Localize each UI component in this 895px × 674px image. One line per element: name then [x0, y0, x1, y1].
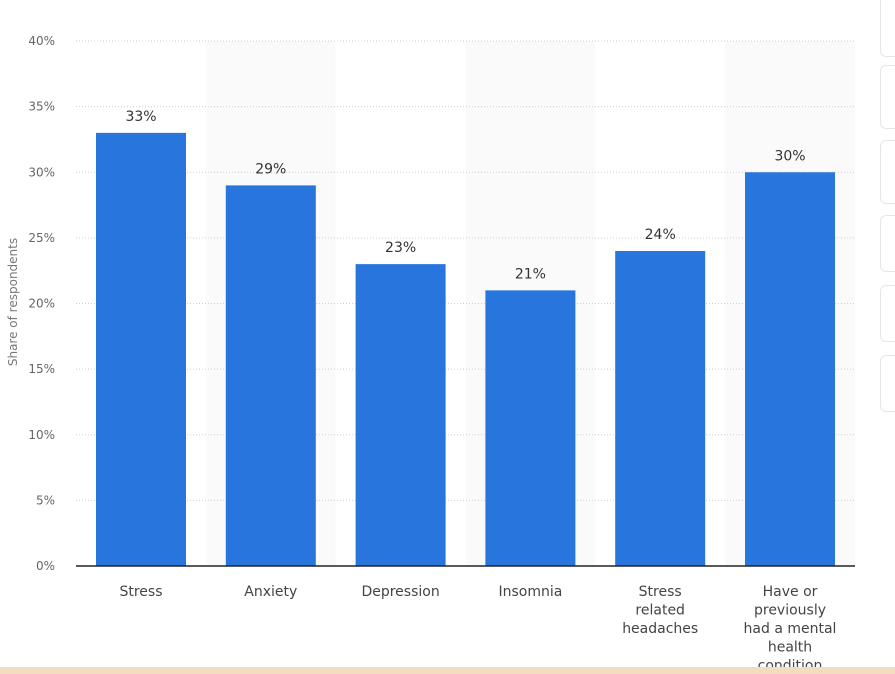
x-tick-label: Stress	[119, 584, 162, 600]
bar	[355, 264, 446, 566]
y-tick-label: 25%	[28, 231, 55, 245]
x-tick-label: Stress related headaches	[622, 584, 698, 637]
side-button[interactable]	[880, 0, 895, 57]
side-button[interactable]	[880, 140, 895, 204]
bar	[485, 290, 576, 566]
x-tick-label: Anxiety	[244, 584, 297, 600]
y-tick-label: 0%	[36, 559, 55, 573]
data-label: 33%	[125, 109, 156, 125]
y-tick-label: 5%	[36, 493, 55, 507]
bottom-bar	[0, 667, 895, 674]
y-axis-label: Share of respondents	[6, 237, 20, 367]
y-tick-label: 15%	[28, 362, 55, 376]
bar	[745, 172, 835, 566]
x-tick-label: Insomnia	[498, 584, 562, 600]
data-label: 29%	[255, 161, 286, 177]
y-tick-label: 40%	[28, 34, 55, 48]
y-tick-label: 30%	[28, 165, 55, 179]
bar	[615, 251, 706, 566]
bar	[96, 132, 186, 566]
side-button[interactable]	[880, 215, 895, 272]
data-label: 23%	[385, 240, 416, 256]
x-tick-label: Have or previously had a mental health condi…	[744, 584, 837, 674]
side-button[interactable]	[880, 285, 895, 342]
data-label: 30%	[774, 148, 805, 164]
x-tick-label: Depression	[361, 584, 439, 600]
bar	[225, 185, 316, 566]
data-label: 24%	[645, 227, 676, 243]
side-button[interactable]	[880, 355, 895, 412]
data-label: 21%	[515, 266, 546, 282]
y-tick-label: 10%	[28, 428, 55, 442]
side-button[interactable]	[880, 65, 895, 129]
y-tick-label: 20%	[28, 297, 55, 311]
y-tick-label: 35%	[28, 100, 55, 114]
